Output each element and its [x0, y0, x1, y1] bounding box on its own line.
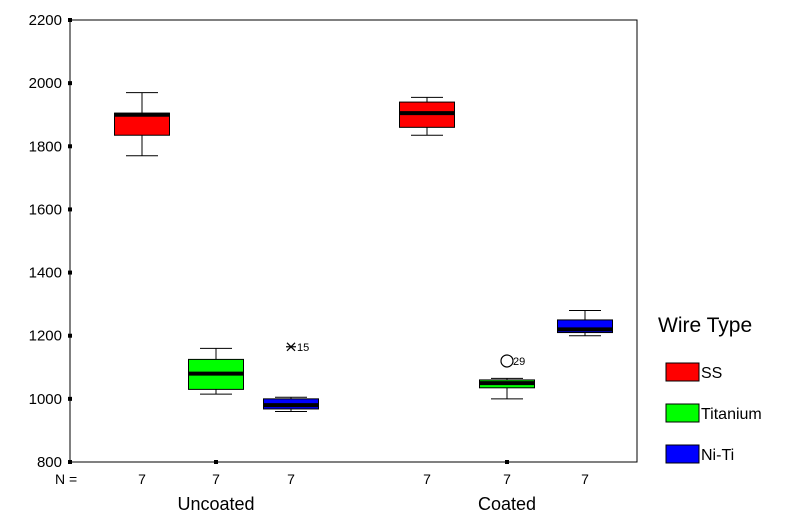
n-count: 7 — [581, 471, 589, 487]
y-tick-mark — [68, 270, 72, 275]
legend-swatch-titanium — [665, 403, 700, 423]
legend-title: Wire Type — [658, 314, 752, 337]
box-uncoated-ss — [114, 92, 170, 157]
legend: Wire Type SS Titanium Ni-Ti — [658, 314, 762, 464]
y-tick-mark — [68, 144, 72, 149]
group-label-uncoated: Uncoated — [177, 494, 254, 514]
box-coated-titanium: 29 — [479, 354, 535, 400]
y-tick-label: 2200 — [29, 12, 62, 29]
legend-swatch-ni-ti — [665, 444, 700, 464]
group-labels: Uncoated Coated — [177, 494, 536, 514]
plot-frame — [69, 19, 638, 463]
x-tick-mark — [505, 460, 509, 464]
n-count: 7 — [212, 471, 220, 487]
y-tick-mark — [68, 396, 72, 401]
outlier-label: 29 — [513, 356, 525, 368]
y-tick-mark — [68, 81, 72, 86]
y-tick-label: 1800 — [29, 138, 62, 155]
n-row-label: N = — [55, 471, 77, 487]
y-tick-label: 1600 — [29, 201, 62, 218]
y-tick-mark — [68, 333, 72, 338]
legend-swatch-ss — [665, 362, 700, 382]
outlier-label: 15 — [297, 342, 309, 354]
y-tick-label: 1400 — [29, 265, 62, 282]
y-tick-label: 2000 — [29, 75, 62, 92]
box-uncoated-ni-ti: 15 — [263, 342, 319, 412]
y-tick-label: 1200 — [29, 328, 62, 345]
y-tick-mark — [68, 207, 72, 212]
y-tick-label: 1000 — [29, 391, 62, 408]
n-count: 7 — [503, 471, 511, 487]
n-count: 7 — [287, 471, 295, 487]
legend-label-ni-ti: Ni-Ti — [701, 447, 734, 464]
n-count: 7 — [138, 471, 146, 487]
box-coated-ni-ti — [557, 309, 613, 337]
legend-label-titanium: Titanium — [701, 406, 762, 423]
box-uncoated-titanium — [188, 347, 244, 395]
y-tick-mark — [68, 460, 72, 464]
x-tick-mark — [214, 460, 218, 464]
y-tick-label: 800 — [37, 454, 62, 471]
y-axis: 800 1000 1200 1400 1600 1800 2000 2200 — [29, 12, 509, 471]
group-label-coated: Coated — [478, 494, 536, 514]
legend-label-ss: SS — [701, 365, 722, 382]
box-coated-ss — [399, 96, 455, 136]
n-count: 7 — [423, 471, 431, 487]
n-row: N = 7 7 7 7 7 7 — [55, 471, 589, 487]
y-tick-mark — [68, 18, 72, 22]
outlier-circle-marker — [500, 354, 514, 368]
